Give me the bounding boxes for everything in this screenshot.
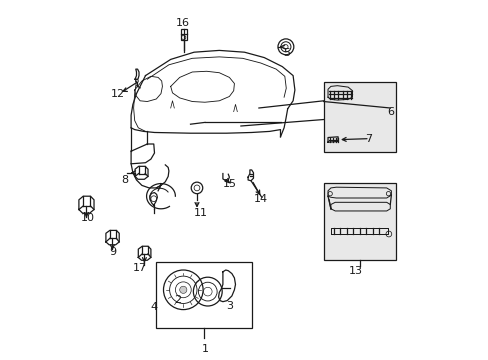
Text: 9: 9 [109, 247, 117, 257]
Text: 15: 15 [222, 179, 236, 189]
Circle shape [179, 286, 186, 293]
Text: 10: 10 [81, 213, 95, 223]
Text: 2: 2 [174, 294, 181, 305]
Text: 13: 13 [348, 266, 363, 276]
Bar [181, 29, 186, 40]
Text: 11: 11 [193, 208, 207, 218]
Bar [323, 82, 395, 152]
Bar [156, 262, 251, 328]
Text: 16: 16 [176, 18, 190, 28]
Text: 4: 4 [150, 302, 157, 312]
Text: 5: 5 [283, 48, 290, 58]
Text: 1: 1 [201, 344, 208, 354]
Text: 6: 6 [386, 107, 393, 117]
Bar [323, 183, 395, 260]
Text: 7: 7 [365, 134, 371, 144]
Text: 17: 17 [133, 263, 147, 273]
Text: 12: 12 [110, 89, 124, 99]
Text: 3: 3 [226, 301, 233, 311]
Text: 8: 8 [121, 175, 128, 185]
Text: 14: 14 [253, 194, 267, 204]
